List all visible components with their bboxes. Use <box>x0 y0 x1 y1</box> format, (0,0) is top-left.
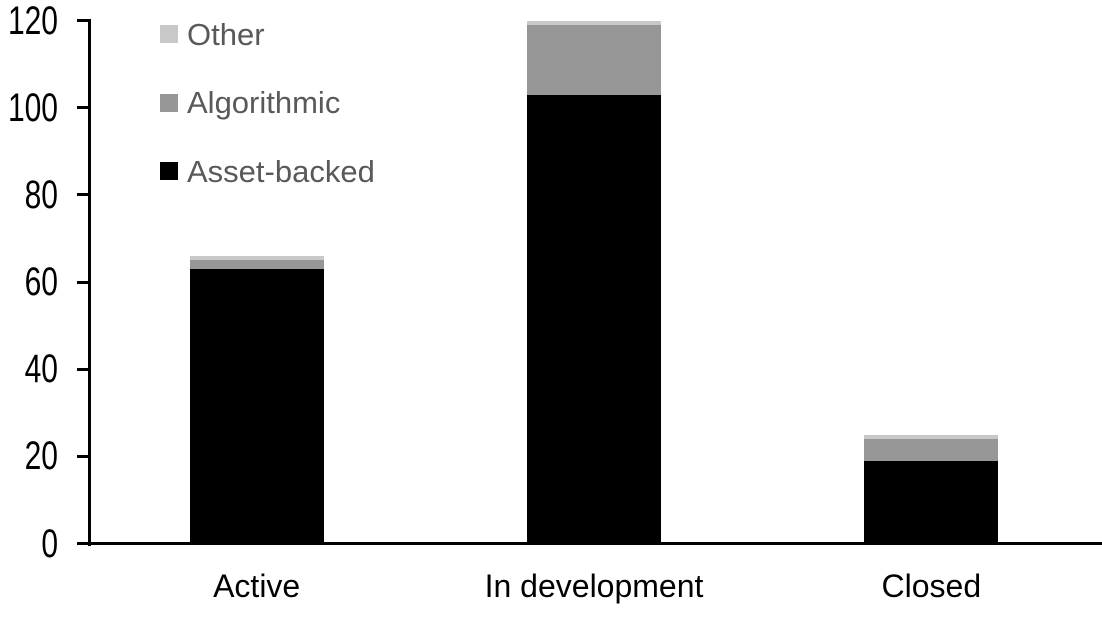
bar-segment-asset-backed <box>189 268 324 544</box>
bar-segment-other <box>189 255 324 261</box>
y-tick-label: 20 <box>24 434 58 479</box>
legend-item-algorithmic: Algorithmic <box>160 87 340 118</box>
legend-item-asset-backed: Asset-backed <box>160 156 375 187</box>
y-tick <box>77 454 88 458</box>
y-axis-line <box>88 19 91 546</box>
bar-segment-other <box>864 434 999 439</box>
legend-label: Asset-backed <box>187 153 375 189</box>
y-tick-label: 100 <box>7 85 58 130</box>
y-tick <box>77 542 88 545</box>
bar-segment-algorithmic <box>189 260 324 269</box>
bar-segment-algorithmic <box>864 438 999 461</box>
category-label: Closed <box>881 568 982 604</box>
y-tick-label: 0 <box>41 521 58 566</box>
y-tick-label: 80 <box>24 172 58 217</box>
legend-item-other: Other <box>160 19 265 50</box>
bar-segment-other <box>527 20 661 25</box>
y-tick-label: 120 <box>7 0 58 43</box>
y-tick <box>77 193 88 197</box>
y-tick <box>77 280 88 284</box>
legend-label: Other <box>187 16 265 52</box>
bar-segment-algorithmic <box>527 24 661 95</box>
legend-swatch-algorithmic-icon <box>160 93 178 112</box>
bar-segment-asset-backed <box>527 94 661 544</box>
y-tick-label: 40 <box>24 347 58 392</box>
category-label: Active <box>213 568 301 604</box>
category-label: In development <box>484 568 704 604</box>
bar-segment-asset-backed <box>864 460 999 544</box>
y-tick <box>77 106 88 110</box>
x-axis-line <box>88 542 1102 545</box>
y-tick-label: 60 <box>24 260 58 304</box>
legend-label: Algorithmic <box>187 85 341 120</box>
y-tick <box>77 19 88 22</box>
legend-swatch-other-icon <box>160 25 178 43</box>
y-tick <box>77 367 88 371</box>
legend-swatch-asset-backed-icon <box>160 162 178 180</box>
